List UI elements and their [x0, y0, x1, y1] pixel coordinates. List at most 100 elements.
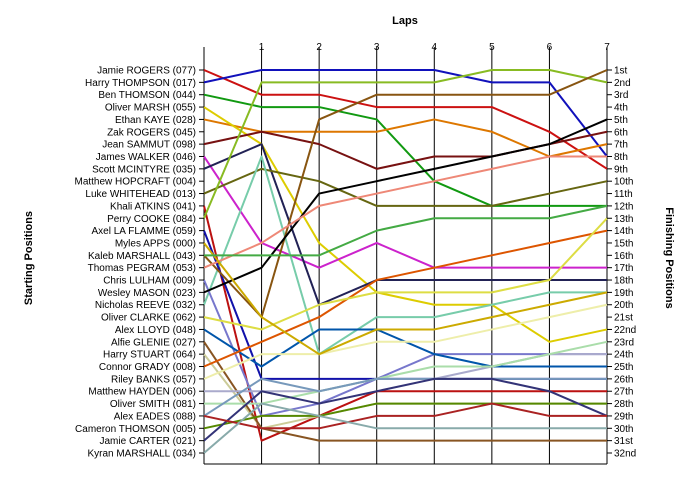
starting-position-label: Kyran MARSHALL (034)	[87, 449, 196, 460]
starting-position-label: Matthew HAYDEN (006)	[88, 387, 196, 398]
finishing-position-label: 29th	[614, 411, 633, 422]
starting-position-label: Jean SAMMUT (098)	[102, 140, 196, 151]
starting-position-label: Khali ATKINS (041)	[110, 201, 196, 212]
starting-position-label: Harry THOMPSON (017)	[85, 78, 196, 89]
starting-position-label: Axel LA FLAMME (059)	[92, 226, 196, 237]
left-axis-title: Starting Positions	[23, 211, 35, 305]
starting-position-label: Chris LULHAM (009)	[103, 276, 196, 287]
finishing-position-label: 20th	[614, 300, 633, 311]
starting-position-label: Matthew HOPCRAFT (004)	[74, 177, 196, 188]
finishing-position-label: 30th	[614, 424, 633, 435]
series-line-5	[203, 106, 608, 343]
series-line-27	[203, 242, 608, 356]
series-lines	[203, 69, 608, 454]
series-line-21	[203, 303, 608, 380]
series-line-4	[203, 118, 608, 158]
x-tick-label: 5	[489, 42, 495, 53]
series-line-14	[203, 69, 608, 219]
starting-position-label: Jamie ROGERS (077)	[97, 66, 196, 77]
starting-position-label: Alex LLOYD (048)	[115, 325, 196, 336]
series-line-30	[203, 377, 608, 442]
finishing-position-label: 10th	[614, 177, 633, 188]
starting-position-label: Oliver MARSH (055)	[105, 103, 196, 114]
x-tick-labels: 1 2 3 4 5 6 7	[259, 42, 610, 53]
x-tick-label: 1	[259, 42, 265, 53]
finishing-position-label: 17th	[614, 263, 633, 274]
finishing-position-label: 1st	[614, 66, 628, 77]
finishing-position-label: 13th	[614, 214, 633, 225]
starting-position-label: Harry STUART (064)	[103, 350, 196, 361]
starting-position-labels: Jamie ROGERS (077)Harry THOMPSON (017)Be…	[74, 66, 204, 460]
finishing-position-label: 9th	[614, 164, 628, 175]
x-tick-label: 7	[604, 42, 610, 53]
x-axis-title: Laps	[392, 15, 418, 27]
starting-position-label: Oliver CLARKE (062)	[101, 313, 196, 324]
finishing-position-label: 18th	[614, 276, 633, 287]
series-line-24	[204, 340, 608, 405]
finishing-position-label: 26th	[614, 374, 633, 385]
series-line-32	[203, 402, 607, 454]
series-line-10	[203, 167, 608, 207]
finishing-position-label: 4th	[614, 103, 628, 114]
series-line-2	[203, 69, 608, 158]
starting-position-label: Ben THOMSON (044)	[98, 90, 196, 101]
x-tick-label: 6	[547, 42, 553, 53]
finishing-position-label: 23rd	[614, 337, 634, 348]
series-line-29	[203, 402, 607, 430]
series-line-9	[203, 205, 607, 442]
series-line-18	[203, 69, 608, 319]
x-tick-label: 4	[432, 42, 438, 53]
series-line-23	[203, 155, 607, 269]
finishing-position-label: 12th	[614, 201, 633, 212]
series-line-1	[203, 69, 608, 170]
finishing-position-label: 15th	[614, 238, 633, 249]
series-line-16	[203, 341, 607, 442]
finishing-position-label: 16th	[614, 251, 633, 262]
finishing-position-label: 21st	[614, 313, 633, 324]
starting-position-label: James WALKER (046)	[96, 152, 196, 163]
finishing-position-label: 19th	[614, 288, 633, 299]
finishing-position-label: 27th	[614, 387, 633, 398]
series-line-31	[203, 402, 607, 430]
finishing-position-label: 31st	[614, 436, 633, 447]
starting-position-label: Ethan KAYE (028)	[115, 115, 196, 126]
starting-position-label: Connor GRADY (008)	[99, 362, 196, 373]
finishing-position-label: 6th	[614, 127, 628, 138]
x-tick-label: 3	[374, 42, 380, 53]
finishing-position-label: 25th	[614, 362, 633, 373]
series-line-12	[203, 279, 607, 417]
starting-position-label: Perry COOKE (084)	[107, 214, 196, 225]
starting-position-label: Zak ROGERS (045)	[107, 127, 196, 138]
finishing-position-label: 2nd	[614, 78, 631, 89]
starting-position-label: Riley BANKS (057)	[111, 374, 196, 385]
finishing-position-label: 5th	[614, 115, 628, 126]
starting-position-label: Myles APPS (000)	[115, 238, 196, 249]
series-line-19	[203, 229, 608, 368]
series-line-28	[204, 204, 608, 257]
starting-position-label: Alfie GLENIE (027)	[111, 337, 196, 348]
finishing-position-label: 14th	[614, 226, 633, 237]
finishing-position-label: 8th	[614, 152, 628, 163]
finishing-position-label: 7th	[614, 140, 628, 151]
starting-position-label: Nicholas REEVE (032)	[95, 300, 196, 311]
finishing-position-label: 28th	[614, 399, 633, 410]
right-axis-title: Finishing Positions	[663, 207, 675, 308]
starting-position-label: Jamie CARTER (021)	[99, 436, 196, 447]
starting-position-label: Kaleb MARSHALL (043)	[88, 251, 196, 262]
finishing-position-label: 11th	[614, 189, 633, 200]
series-line-26	[203, 377, 607, 417]
series-line-11	[203, 155, 607, 356]
finishing-position-label: 24th	[614, 350, 633, 361]
starting-position-label: Cameron THOMSON (005)	[75, 424, 196, 435]
series-line-25	[203, 217, 608, 331]
series-line-3	[203, 93, 607, 207]
finishing-position-label: 22nd	[614, 325, 636, 336]
starting-position-label: Thomas PEGRAM (053)	[88, 263, 196, 274]
x-tick-label: 2	[316, 42, 322, 53]
starting-position-label: Scott MCINTYRE (035)	[92, 164, 196, 175]
finishing-position-label: 3rd	[614, 90, 628, 101]
starting-position-label: Wesley MASON (023)	[98, 288, 196, 299]
